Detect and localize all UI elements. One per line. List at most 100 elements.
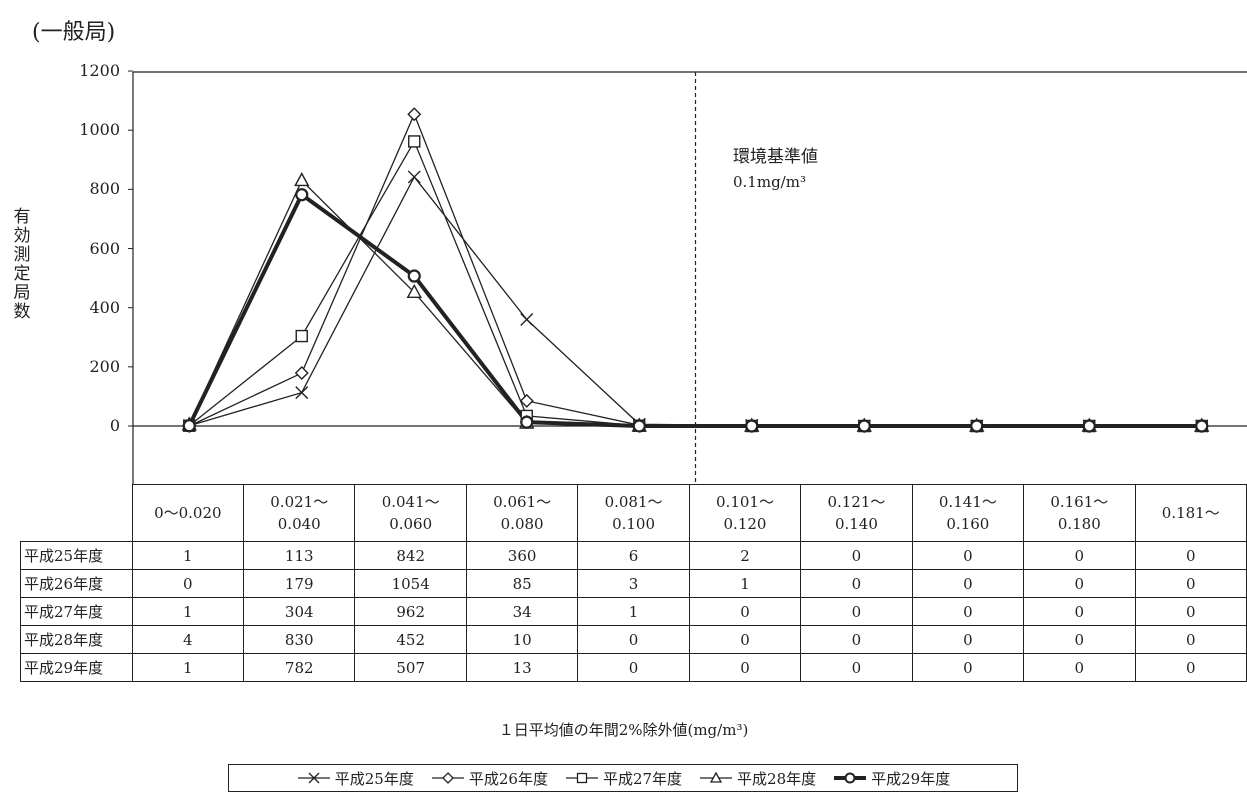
data-point xyxy=(970,419,984,433)
table-corner xyxy=(20,484,133,542)
table-cell: 0 xyxy=(1134,569,1247,598)
y-tick-label: 200 xyxy=(89,356,120,376)
x-category-header: 0.161～ 0.180 xyxy=(1023,484,1136,542)
legend-item: 平成25年度 xyxy=(296,768,414,789)
x-category-header: 0.121～ 0.140 xyxy=(800,484,913,542)
y-tick-label: 1000 xyxy=(79,120,120,140)
table-cell: 0 xyxy=(911,569,1025,598)
table-cell: 34 xyxy=(465,597,579,626)
legend-swatch-icon xyxy=(565,772,598,784)
x-tick-label: 0.041～ xyxy=(381,493,440,511)
x-tick-label: 0.161～ xyxy=(1050,493,1109,511)
data-point xyxy=(745,419,759,433)
table-cell: 962 xyxy=(354,597,467,626)
table-cell: 1 xyxy=(688,569,802,598)
x-tick-label: 0.120 xyxy=(723,515,767,533)
table-row: 平成27年度 1 304 962 34 1 0 0 0 0 0 xyxy=(20,597,1247,626)
data-point xyxy=(408,135,421,148)
table-cell: 0 xyxy=(1023,569,1136,598)
table-cell: 0 xyxy=(577,653,690,682)
data-point xyxy=(295,188,309,202)
x-axis-label: １日平均値の年間2%除外値(mg/m³) xyxy=(498,721,749,739)
table-cell: 0 xyxy=(1023,541,1136,570)
x-tick-label: 0.180 xyxy=(1057,515,1101,533)
data-point xyxy=(406,283,422,298)
data-point xyxy=(294,366,309,381)
data-point xyxy=(294,172,310,187)
table-row-header: 平成27年度 xyxy=(20,597,133,626)
y-axis-label: 有効測定局数 xyxy=(13,207,31,322)
legend-label: 平成25年度 xyxy=(334,769,414,788)
table-cell: 0 xyxy=(911,625,1025,654)
x-tick-label: 0.100 xyxy=(612,515,656,533)
table-row: 平成25年度 1 113 842 360 6 2 0 0 0 0 xyxy=(20,541,1247,570)
table-cell: 0 xyxy=(911,597,1025,626)
x-category-header: 0～0.020 xyxy=(131,484,245,542)
table-cell: 0 xyxy=(1134,597,1247,626)
x-tick-label: 0.160 xyxy=(946,515,990,533)
x-tick-label: 0.060 xyxy=(389,515,433,533)
legend-swatch-icon xyxy=(700,771,733,783)
table-cell: 4 xyxy=(131,625,245,654)
table-cell: 0 xyxy=(1134,541,1247,570)
table-row-header: 平成28年度 xyxy=(20,625,133,654)
x-tick-label: 0.181～ xyxy=(1161,504,1220,522)
table-cell: 1 xyxy=(131,597,245,626)
table-cell: 179 xyxy=(243,569,356,598)
x-tick-label: 0.141～ xyxy=(938,493,997,511)
legend-label: 平成28年度 xyxy=(737,769,817,788)
x-category-header: 0.081～ 0.100 xyxy=(577,484,690,542)
table-row: 平成26年度 0 179 1054 85 3 1 0 0 0 0 xyxy=(20,569,1247,598)
data-point xyxy=(632,419,646,433)
table-cell: 0 xyxy=(131,569,245,598)
legend-item: 平成26年度 xyxy=(430,768,548,789)
table-cell: 0 xyxy=(1023,625,1136,654)
table-cell: 0 xyxy=(911,653,1025,682)
data-table: 0～0.020 0.021～ 0.040 0.041～ 0.060 0.061～ 0.080… xyxy=(20,484,1247,682)
table-cell: 842 xyxy=(354,541,467,570)
data-point xyxy=(1082,419,1096,433)
legend-label: 平成26年度 xyxy=(468,769,548,788)
x-category-header: 0.141～ 0.160 xyxy=(911,484,1025,542)
x-category-header: 0.101～ 0.120 xyxy=(688,484,802,542)
table-cell: 3 xyxy=(577,569,690,598)
legend-item: 平成27年度 xyxy=(564,768,682,789)
table-cell: 0 xyxy=(800,597,913,626)
data-point xyxy=(520,415,534,429)
table-cell: 1 xyxy=(131,653,245,682)
table-cell: 2 xyxy=(688,541,802,570)
table-row-header: 平成26年度 xyxy=(20,569,133,598)
y-tick-label: 600 xyxy=(89,238,120,258)
data-point xyxy=(295,329,308,343)
legend: 平成25年度 平成26年度 平成27年度 平成28年度 平成29年度 xyxy=(228,764,1018,792)
data-point xyxy=(407,170,421,184)
data-point xyxy=(407,269,421,283)
legend-item: 平成29年度 xyxy=(832,768,950,789)
legend-swatch-icon xyxy=(834,772,867,784)
data-point xyxy=(519,393,534,408)
table-cell: 113 xyxy=(243,541,356,570)
table-cell: 782 xyxy=(243,653,356,682)
table-row-header: 平成29年度 xyxy=(20,653,133,682)
table-cell: 0 xyxy=(577,625,690,654)
x-category-header: 0.021～ 0.040 xyxy=(243,484,356,542)
x-tick-label: 0.080 xyxy=(500,515,544,533)
legend-swatch-icon xyxy=(431,772,464,784)
table-header-row: 0～0.020 0.021～ 0.040 0.041～ 0.060 0.061～ 0.080… xyxy=(20,484,1247,542)
table-cell: 0 xyxy=(800,541,913,570)
x-tick-label: 0.021～ xyxy=(270,493,329,511)
data-point xyxy=(520,313,534,327)
data-point xyxy=(407,107,422,122)
data-point xyxy=(857,419,871,433)
table-cell: 0 xyxy=(800,569,913,598)
table-cell: 452 xyxy=(354,625,467,654)
table-cell: 0 xyxy=(800,653,913,682)
table-row: 平成28年度 4 830 452 10 0 0 0 0 0 0 xyxy=(20,625,1247,654)
x-tick-label: 0.081～ xyxy=(604,493,663,511)
y-tick-label: 800 xyxy=(89,179,120,199)
y-tick-label: 400 xyxy=(89,297,120,317)
x-tick-label: 0.101～ xyxy=(716,493,774,511)
x-tick-label: 0.061～ xyxy=(493,493,552,511)
series-line-5 xyxy=(187,191,1202,428)
